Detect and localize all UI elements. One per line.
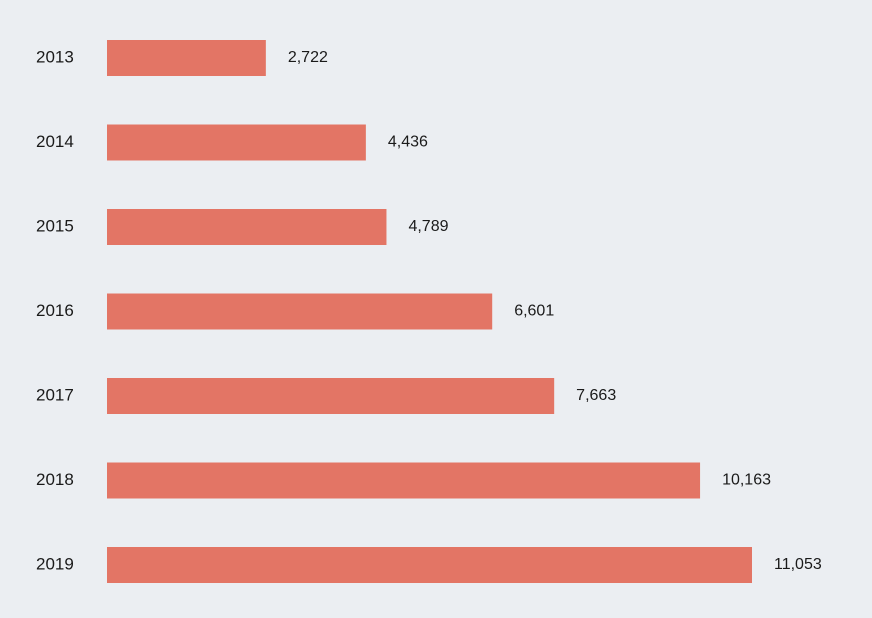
- labels-layer: 2013 2,722 2014 4,436 2015 4,789 2016 6,601 2017…: [36, 47, 822, 573]
- value-label-2019: 11,053: [774, 556, 822, 573]
- value-label-2018: 10,163: [722, 472, 771, 489]
- bars-layer: [107, 40, 752, 583]
- value-label-2016: 6,601: [514, 303, 554, 320]
- bar-2014: [107, 124, 366, 161]
- bar-2019: [107, 547, 752, 583]
- value-label-2013: 2,722: [288, 49, 328, 66]
- category-label-2013: 2013: [36, 47, 74, 66]
- bar-2013: [107, 40, 266, 76]
- category-label-2017: 2017: [36, 385, 74, 404]
- category-label-2016: 2016: [36, 301, 74, 320]
- bar-2017: [107, 378, 555, 414]
- category-label-2014: 2014: [36, 132, 74, 151]
- category-label-2018: 2018: [36, 470, 74, 489]
- category-label-2015: 2015: [36, 216, 74, 235]
- category-label-2019: 2019: [36, 554, 74, 573]
- bar-2018: [107, 462, 701, 499]
- bar-2016: [107, 293, 493, 330]
- value-label-2017: 7,663: [576, 387, 616, 404]
- bar-2015: [107, 209, 387, 245]
- value-label-2014: 4,436: [388, 134, 428, 151]
- value-label-2015: 4,789: [408, 218, 448, 235]
